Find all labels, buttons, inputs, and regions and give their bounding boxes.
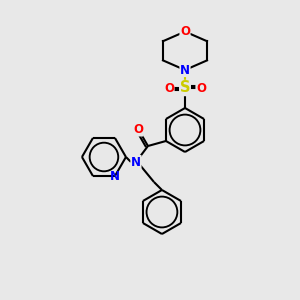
Text: N: N: [180, 64, 190, 76]
Text: N: N: [110, 169, 120, 183]
Text: O: O: [133, 123, 143, 136]
Text: O: O: [180, 25, 190, 38]
Text: N: N: [131, 155, 141, 169]
Text: S: S: [180, 80, 190, 95]
Text: O: O: [196, 82, 206, 94]
Text: O: O: [164, 82, 174, 94]
